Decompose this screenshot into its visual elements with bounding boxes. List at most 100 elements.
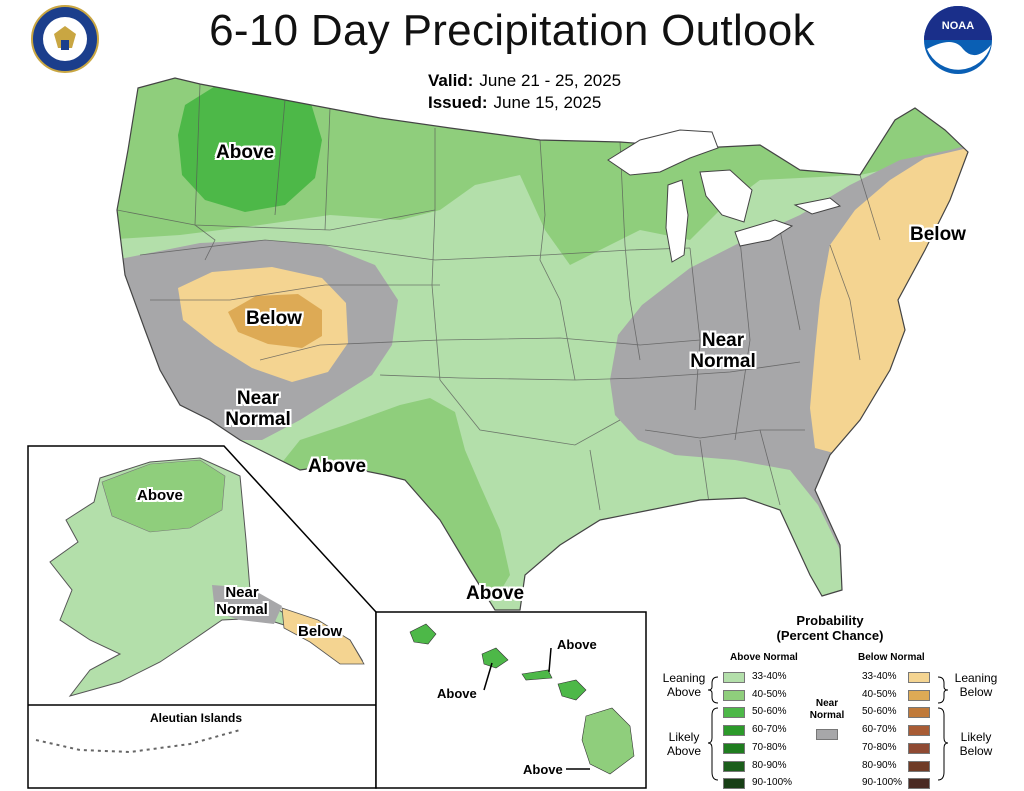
- commerce-seal-logo: [31, 5, 99, 73]
- issued-date: Issued: June 15, 2025: [428, 93, 601, 113]
- oahu-island: [481, 647, 509, 669]
- legend-above-swatch: [723, 689, 745, 701]
- legend-below-header: Below Normal: [858, 652, 925, 663]
- legend-leaning-above: Leaning Above: [656, 671, 712, 699]
- legend-below-swatch: [908, 689, 930, 701]
- valid-label: Valid:: [428, 71, 474, 90]
- legend-below-pct: 40-50%: [862, 688, 897, 700]
- nw-likely-above: [178, 80, 322, 212]
- label-west-near-line2: Normal: [225, 409, 291, 430]
- legend-below-pct: 70-80%: [862, 741, 897, 753]
- legend-near-line2: Normal: [809, 710, 845, 721]
- lake-superior: [607, 129, 719, 176]
- legend-above-pct: 50-60%: [752, 706, 787, 718]
- maui-island: [557, 679, 587, 701]
- legend-above-swatch: [723, 707, 745, 719]
- legend-above-pct: 33-40%: [752, 671, 787, 682]
- state-boundaries: [117, 83, 881, 511]
- legend-below-swatch: [908, 725, 930, 737]
- molokai-island: [521, 669, 553, 681]
- valid-date: Valid: June 21 - 25, 2025: [428, 71, 621, 91]
- legend-above-swatch: [723, 725, 745, 737]
- legend-near-normal-label: Near Normal: [805, 698, 849, 722]
- legend-below-pct: 33-40%: [862, 671, 897, 682]
- legend-leaning-below-line2: Below: [959, 685, 993, 699]
- legend-leaning-below: Leaning Below: [948, 671, 1004, 699]
- legend-above-pct: 60-70%: [752, 724, 787, 736]
- label-hawaii-above-ne: Above: [557, 637, 597, 652]
- noaa-logo: NOAA: [924, 6, 992, 74]
- legend-above-pct: 70-80%: [752, 741, 787, 753]
- legend-near-normal-swatch: [816, 729, 838, 740]
- label-hawaii-above-s: Above: [523, 762, 563, 777]
- great-basin-below-core: [228, 294, 322, 348]
- sw-above-region: [280, 398, 510, 600]
- legend-braces: [707, 676, 949, 781]
- legend-title-line1: Probability: [796, 613, 864, 628]
- legend-leaning-below-line1: Leaning: [954, 671, 998, 685]
- alaska-near-normal: [212, 585, 282, 624]
- legend-likely-above-line2: Above: [666, 744, 702, 758]
- legend-above-pct: 40-50%: [752, 688, 787, 700]
- legend-likely-above-line1: Likely: [668, 730, 700, 744]
- label-east-near-normal: Near Normal: [683, 330, 763, 372]
- legend-title: Probability (Percent Chance): [760, 613, 900, 643]
- valid-value: June 21 - 25, 2025: [479, 71, 622, 90]
- legend-likely-below: Likely Below: [948, 730, 1004, 758]
- hawaii-pointer-w: [483, 662, 493, 691]
- lake-erie: [734, 219, 794, 247]
- label-alaska-above: Above: [137, 487, 183, 504]
- legend-above-header: Above Normal: [730, 652, 798, 663]
- legend-below-swatch: [908, 742, 930, 754]
- label-west-near-normal: Near Normal: [218, 388, 298, 430]
- label-east-near-line2: Normal: [690, 351, 756, 372]
- legend-above-swatch: [723, 742, 745, 754]
- noaa-logo-text: NOAA: [942, 20, 974, 32]
- page-title: 6-10 Day Precipitation Outlook: [209, 6, 815, 55]
- legend-above-swatch: [723, 778, 745, 790]
- legend-leaning-above-line1: Leaning: [662, 671, 706, 685]
- conus-outline: [116, 77, 969, 611]
- alaska-above-region: [101, 459, 226, 533]
- issued-value: June 15, 2025: [493, 93, 602, 112]
- aleutian-islands-title: Aleutian Islands: [150, 711, 243, 725]
- legend-below-swatch: [908, 672, 930, 683]
- hawaii-pointer-ne: [548, 647, 552, 673]
- aleutian-islands: [35, 729, 241, 754]
- label-nw-above: Above: [216, 142, 275, 163]
- alaska-below-panhandle: [281, 607, 365, 665]
- legend-title-line2: (Percent Chance): [776, 628, 884, 643]
- legend-below-pct: 90-100%: [862, 777, 903, 789]
- legend-above-pct: 90-100%: [752, 777, 793, 789]
- legend-below-pct: 50-60%: [862, 706, 897, 718]
- label-alaska-near-line2: Normal: [216, 601, 268, 618]
- label-ne-below: Below: [910, 224, 966, 245]
- label-east-near-line1: Near: [701, 330, 745, 351]
- lake-ontario: [793, 197, 842, 215]
- label-gulf-above: Above: [466, 583, 525, 604]
- label-west-near-line1: Near: [236, 388, 280, 409]
- legend-leaning-above-line2: Above: [666, 685, 702, 699]
- legend-above-swatch: [723, 760, 745, 772]
- issued-label: Issued:: [428, 93, 488, 112]
- hawaii-inset: [375, 611, 647, 789]
- lake-michigan: [665, 179, 689, 263]
- legend-near-line1: Near: [815, 698, 839, 709]
- label-alaska-near-line1: Near: [225, 584, 259, 601]
- legend-below-pct: 80-90%: [862, 759, 897, 771]
- label-great-basin-below: Below: [246, 308, 302, 329]
- legend-below-swatch: [908, 707, 930, 719]
- legend-below-swatch: [908, 760, 930, 772]
- lake-huron: [699, 169, 753, 223]
- kauai-island: [409, 623, 437, 645]
- legend-below-swatch: [908, 778, 930, 790]
- alaska-inset: [27, 445, 377, 789]
- great-lakes: [607, 129, 842, 263]
- label-sw-above: Above: [308, 456, 367, 477]
- hawaii-big-island: [581, 707, 635, 775]
- legend-likely-below-line2: Below: [959, 744, 993, 758]
- label-alaska-near-normal: Near Normal: [210, 584, 274, 618]
- legend-below-pct: 60-70%: [862, 724, 897, 736]
- label-hawaii-above-w: Above: [437, 686, 477, 701]
